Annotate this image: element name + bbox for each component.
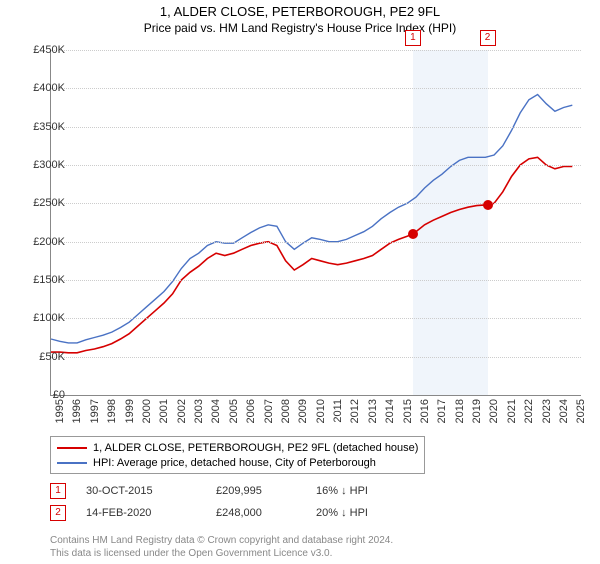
- x-axis-label: 2001: [158, 399, 170, 423]
- sale-diff: 20% ↓ HPI: [316, 507, 416, 519]
- x-axis-label: 2003: [193, 399, 205, 423]
- line-series-svg: [51, 50, 581, 395]
- chart-container: 1, ALDER CLOSE, PETERBOROUGH, PE2 9FL Pr…: [0, 4, 600, 564]
- x-axis-label: 1999: [124, 399, 136, 423]
- x-axis-label: 1996: [71, 399, 83, 423]
- x-axis-label: 2020: [488, 399, 500, 423]
- y-axis-label: £150K: [33, 274, 65, 286]
- sale-date: 30-OCT-2015: [86, 485, 216, 497]
- sale-point: [408, 229, 418, 239]
- footer-attribution: Contains HM Land Registry data © Crown c…: [50, 535, 393, 560]
- sales-table: 1 30-OCT-2015£209,99516% ↓ HPI 2 14-FEB-202…: [50, 480, 416, 524]
- x-axis-label: 2023: [541, 399, 553, 423]
- sale-date: 14-FEB-2020: [86, 507, 216, 519]
- x-axis-label: 2016: [419, 399, 431, 423]
- sale-point: [483, 200, 493, 210]
- y-axis-label: £300K: [33, 159, 65, 171]
- x-axis-label: 2006: [245, 399, 257, 423]
- y-axis-label: £200K: [33, 236, 65, 248]
- legend-item: 1, ALDER CLOSE, PETERBOROUGH, PE2 9FL (d…: [57, 440, 418, 455]
- x-axis-label: 2013: [367, 399, 379, 423]
- x-axis-label: 2017: [436, 399, 448, 423]
- sale-marker-top: 1: [405, 30, 421, 46]
- x-axis-label: 2002: [176, 399, 188, 423]
- x-axis-label: 2019: [471, 399, 483, 423]
- gridline: [51, 357, 581, 358]
- y-axis-label: £350K: [33, 121, 65, 133]
- x-axis-label: 2009: [297, 399, 309, 423]
- x-axis-label: 2012: [349, 399, 361, 423]
- plot-area: 12: [50, 50, 581, 396]
- gridline: [51, 242, 581, 243]
- gridline: [51, 280, 581, 281]
- sale-number-box: 1: [50, 483, 66, 499]
- x-axis-label: 2025: [575, 399, 587, 423]
- gridline: [51, 88, 581, 89]
- x-axis-label: 2007: [263, 399, 275, 423]
- x-axis-label: 2015: [402, 399, 414, 423]
- y-axis-label: £100K: [33, 312, 65, 324]
- x-axis-label: 2021: [506, 399, 518, 423]
- sale-row: 2 14-FEB-2020£248,00020% ↓ HPI: [50, 502, 416, 524]
- legend-swatch: [57, 462, 87, 464]
- y-axis-label: £50K: [39, 351, 65, 363]
- x-axis-label: 2011: [332, 399, 344, 423]
- sale-price: £209,995: [216, 485, 316, 497]
- legend-item: HPI: Average price, detached house, City…: [57, 455, 418, 470]
- sale-diff: 16% ↓ HPI: [316, 485, 416, 497]
- gridline: [51, 127, 581, 128]
- legend-label: 1, ALDER CLOSE, PETERBOROUGH, PE2 9FL (d…: [93, 442, 418, 454]
- x-axis-label: 2008: [280, 399, 292, 423]
- legend-label: HPI: Average price, detached house, City…: [93, 457, 376, 469]
- y-axis-label: £450K: [33, 44, 65, 56]
- series-line: [51, 157, 572, 352]
- footer-line-2: This data is licensed under the Open Gov…: [50, 548, 393, 561]
- x-axis-label: 2004: [210, 399, 222, 423]
- x-axis-label: 1997: [89, 399, 101, 423]
- chart-subtitle: Price paid vs. HM Land Registry's House …: [0, 21, 600, 35]
- sale-row: 1 30-OCT-2015£209,99516% ↓ HPI: [50, 480, 416, 502]
- sale-marker-top: 2: [480, 30, 496, 46]
- x-axis-label: 2024: [558, 399, 570, 423]
- sale-price: £248,000: [216, 507, 316, 519]
- gridline: [51, 318, 581, 319]
- chart-title: 1, ALDER CLOSE, PETERBOROUGH, PE2 9FL: [0, 4, 600, 19]
- gridline: [51, 203, 581, 204]
- x-axis-label: 1995: [54, 399, 66, 423]
- x-axis-label: 2014: [384, 399, 396, 423]
- footer-line-1: Contains HM Land Registry data © Crown c…: [50, 535, 393, 548]
- x-axis-label: 2010: [315, 399, 327, 423]
- sale-number-box: 2: [50, 505, 66, 521]
- y-axis-label: £250K: [33, 197, 65, 209]
- legend-swatch: [57, 447, 87, 449]
- series-line: [51, 95, 572, 343]
- x-axis-label: 2018: [454, 399, 466, 423]
- x-axis-label: 1998: [106, 399, 118, 423]
- x-axis-label: 2000: [141, 399, 153, 423]
- gridline: [51, 50, 581, 51]
- gridline: [51, 165, 581, 166]
- x-axis-label: 2005: [228, 399, 240, 423]
- legend-box: 1, ALDER CLOSE, PETERBOROUGH, PE2 9FL (d…: [50, 436, 425, 474]
- x-axis-label: 2022: [523, 399, 535, 423]
- y-axis-label: £400K: [33, 82, 65, 94]
